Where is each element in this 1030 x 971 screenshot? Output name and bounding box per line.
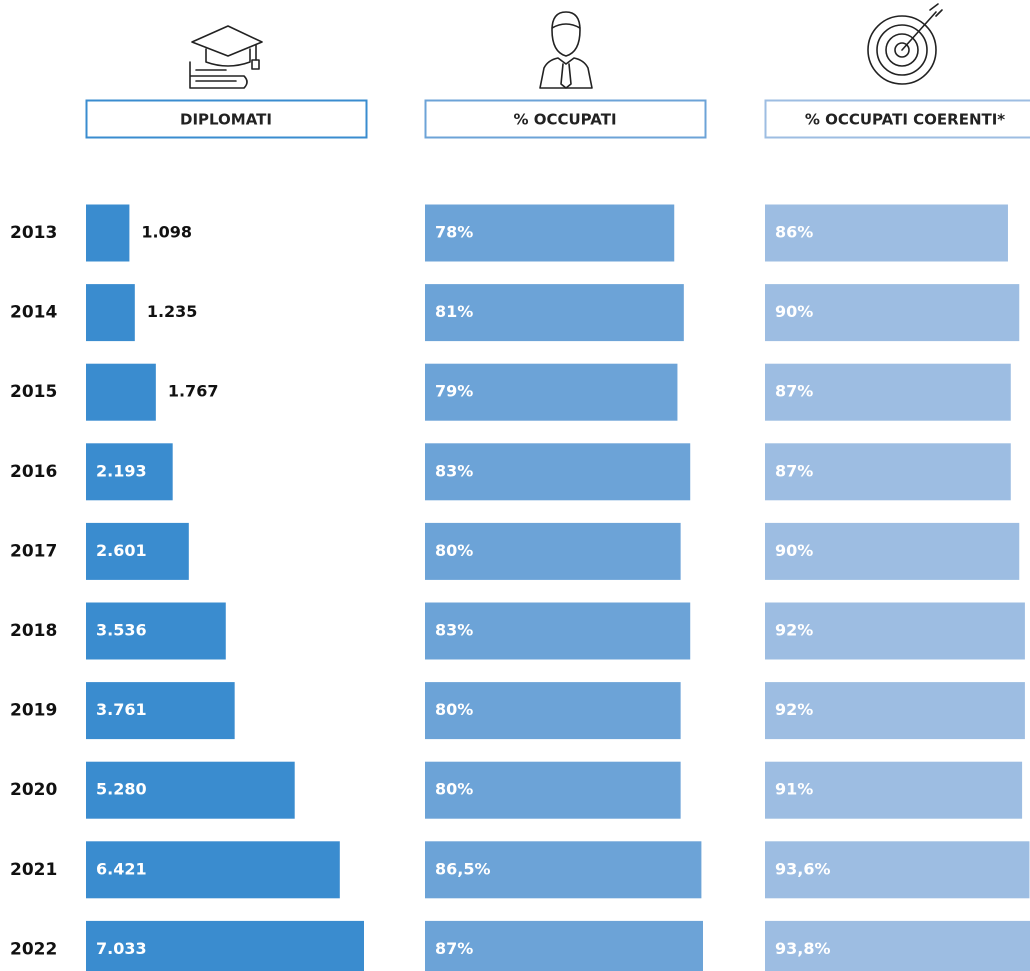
value-label: 1.235	[147, 302, 198, 321]
bar	[425, 761, 681, 819]
bar	[765, 682, 1025, 740]
legend-label: % OCCUPATI	[513, 111, 616, 129]
icon-person	[539, 11, 593, 89]
bar	[425, 204, 675, 262]
value-label: 3.761	[96, 700, 147, 719]
bar	[86, 522, 189, 580]
year-label: 2016	[10, 462, 57, 482]
bar	[425, 443, 691, 501]
value-label: 87%	[775, 382, 813, 401]
value-label: 90%	[775, 302, 813, 321]
year-label: 2015	[10, 382, 57, 402]
bar	[86, 682, 235, 740]
bar	[765, 602, 1025, 660]
bar	[765, 284, 1020, 342]
icon-graduation	[189, 25, 263, 89]
bar	[86, 761, 295, 819]
bar	[765, 920, 1030, 971]
year-label: 2018	[10, 621, 57, 641]
bar	[425, 920, 703, 971]
legend-label: % OCCUPATI COERENTI*	[805, 111, 1005, 129]
bar	[86, 284, 135, 342]
value-label: 83%	[435, 621, 473, 640]
value-label: 79%	[435, 382, 473, 401]
bar	[765, 761, 1023, 819]
value-label: 6.421	[96, 859, 147, 878]
value-label: 1.098	[141, 223, 192, 242]
bar	[86, 363, 156, 421]
value-label: 87%	[435, 939, 473, 958]
bar	[86, 204, 130, 262]
bar	[765, 204, 1008, 262]
year-label: 2019	[10, 701, 57, 721]
year-label: 2021	[10, 860, 57, 880]
bar	[765, 363, 1011, 421]
value-label: 87%	[775, 461, 813, 480]
legend-box	[85, 99, 368, 139]
value-label: 83%	[435, 461, 473, 480]
value-label: 81%	[435, 302, 473, 321]
value-label: 92%	[775, 621, 813, 640]
bar	[425, 602, 691, 660]
bar	[425, 841, 702, 899]
year-label: 2022	[10, 939, 57, 959]
bar	[425, 363, 678, 421]
value-label: 86,5%	[435, 859, 491, 878]
value-label: 86%	[775, 223, 813, 242]
bar	[86, 841, 340, 899]
value-label: 2.193	[96, 461, 147, 480]
value-label: 2.601	[96, 541, 147, 560]
bar	[86, 443, 173, 501]
value-label: 91%	[775, 780, 813, 799]
value-label: 78%	[435, 223, 473, 242]
legend-box	[424, 99, 707, 139]
bar	[765, 522, 1020, 580]
value-label: 1.767	[168, 382, 219, 401]
year-label: 2014	[10, 303, 57, 323]
value-label: 80%	[435, 700, 473, 719]
year-label: 2020	[10, 780, 57, 800]
bar	[425, 284, 684, 342]
value-label: 80%	[435, 780, 473, 799]
bar	[425, 522, 681, 580]
bar	[765, 443, 1011, 501]
value-label: 80%	[435, 541, 473, 560]
value-label: 3.536	[96, 621, 147, 640]
icon-target	[867, 3, 943, 85]
value-label: 7.033	[96, 939, 147, 958]
bar	[765, 841, 1030, 899]
year-label: 2013	[10, 223, 57, 243]
value-label: 92%	[775, 700, 813, 719]
value-label: 5.280	[96, 780, 147, 799]
value-label: 90%	[775, 541, 813, 560]
bar	[86, 920, 364, 971]
value-label: 93,6%	[775, 859, 831, 878]
legend-label: DIPLOMATI	[180, 111, 272, 129]
legend-box	[764, 99, 1030, 139]
bar	[86, 602, 226, 660]
value-label: 93,8%	[775, 939, 831, 958]
bar	[425, 682, 681, 740]
year-label: 2017	[10, 541, 57, 561]
